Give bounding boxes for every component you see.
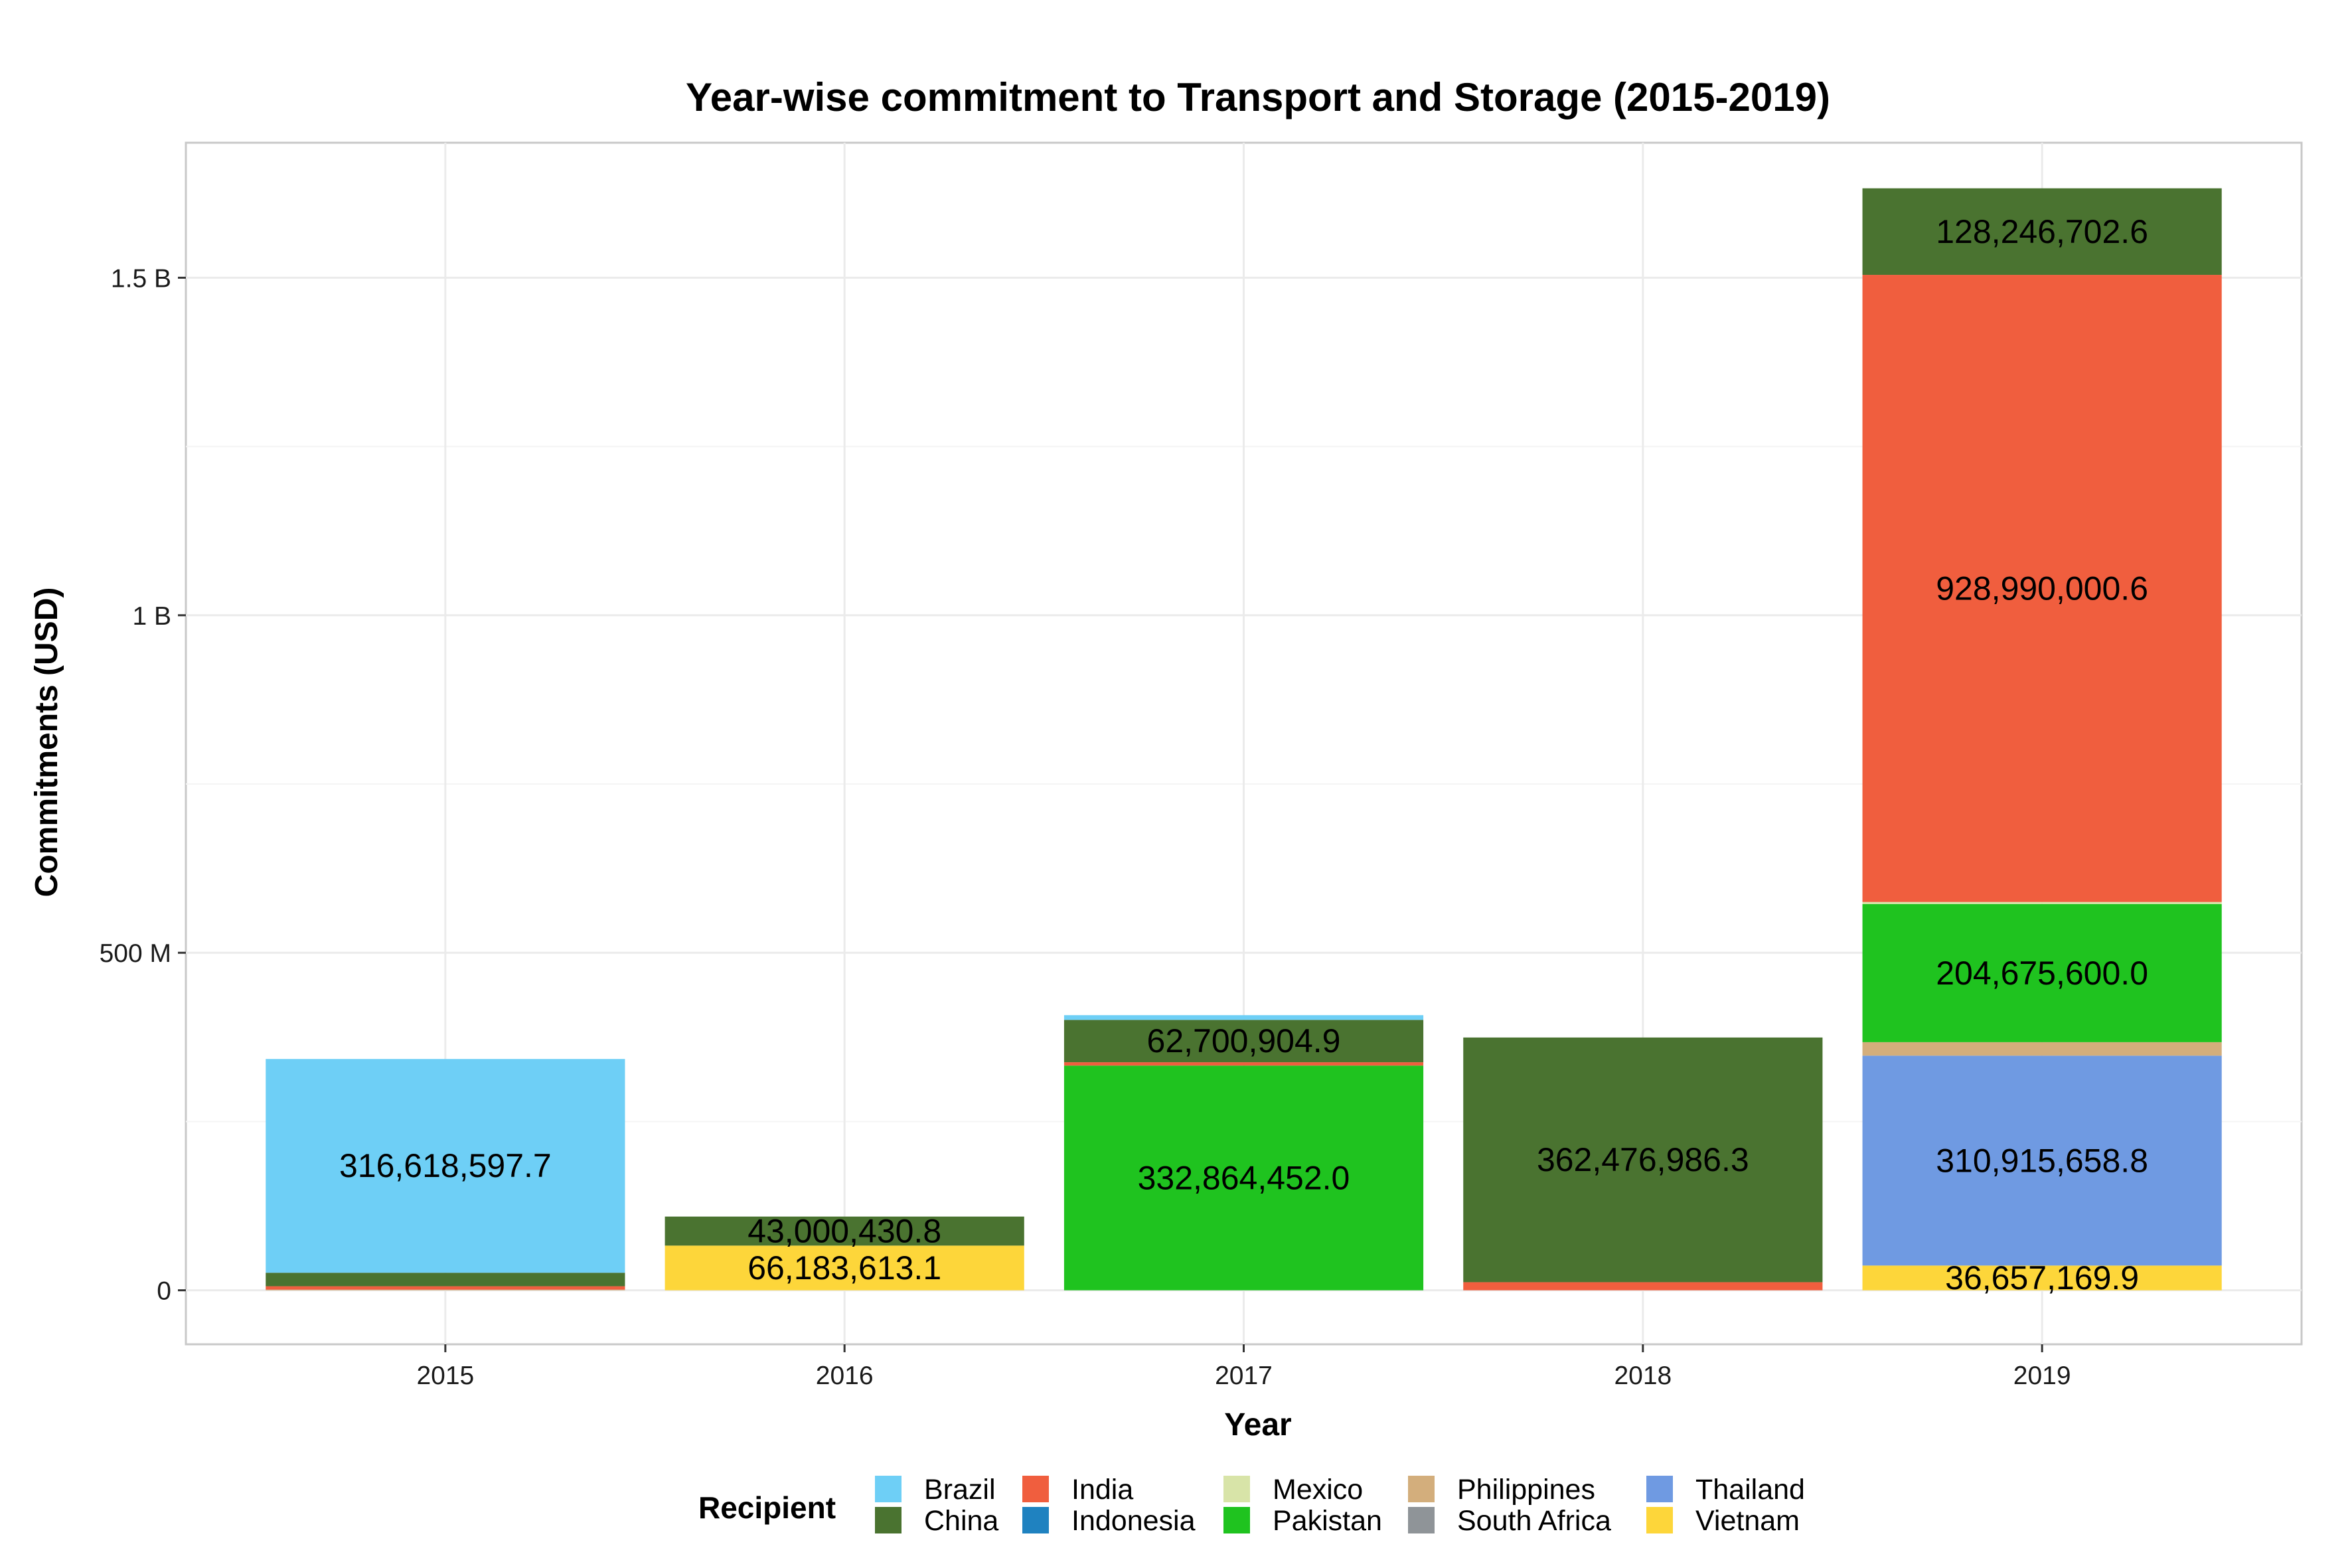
bar-2017-pakistan	[1063, 1065, 1424, 1291]
bar-2018-india	[1463, 1282, 1823, 1291]
bar-2016-china	[665, 1216, 1024, 1246]
legend-key-philippines	[1408, 1476, 1435, 1502]
legend-label: Philippines	[1457, 1474, 1595, 1506]
bar-2017-india	[1063, 1062, 1424, 1066]
legend-key-thailand	[1646, 1476, 1673, 1502]
legend-title: Recipient	[698, 1490, 836, 1525]
y-tick-label: 1.5 B	[111, 264, 171, 293]
bar-2017-brazil	[1063, 1015, 1424, 1020]
x-axis: 2015 2016 2017 2018 2019	[416, 1344, 2071, 1390]
bar-2019-china	[1862, 188, 2222, 275]
legend-key-mexico	[1223, 1476, 1250, 1502]
x-axis-title: Year	[1224, 1407, 1291, 1443]
bar-2019-thailand	[1862, 1056, 2222, 1266]
y-axis: 0 500 M 1 B 1.5 B	[100, 264, 186, 1306]
legend-label: China	[924, 1505, 998, 1537]
data-labels: 316,618,597.7 43,000,430.866,183,613.1 62,…	[339, 213, 2148, 1296]
data-label: 43,000,430.8	[747, 1212, 941, 1249]
legend-key-vietnam	[1646, 1507, 1673, 1533]
y-tick-label: 0	[157, 1277, 171, 1306]
bar-2019-vietnam	[1862, 1265, 2222, 1291]
x-tick-label: 2015	[416, 1362, 474, 1390]
data-label: 66,183,613.1	[747, 1249, 941, 1287]
legend-key-south-africa	[1408, 1507, 1435, 1533]
data-label: 62,700,904.9	[1147, 1022, 1341, 1059]
legend-label: Indonesia	[1071, 1505, 1196, 1537]
y-tick-label: 1 B	[132, 602, 171, 631]
bar-2017-china	[1063, 1020, 1424, 1063]
x-tick-label: 2018	[1614, 1362, 1672, 1390]
legend-label: Mexico	[1273, 1474, 1363, 1506]
data-label: 362,476,986.3	[1537, 1141, 1749, 1178]
bar-2015-philippines	[266, 1289, 625, 1291]
bar-2018-china	[1463, 1037, 1823, 1283]
data-label: 316,618,597.7	[339, 1147, 552, 1184]
legend-label: Brazil	[924, 1474, 996, 1506]
legend-key-china	[875, 1507, 902, 1533]
legend-label: Thailand	[1695, 1474, 1805, 1506]
bars	[266, 188, 2222, 1291]
data-label: 310,915,658.8	[1936, 1142, 2148, 1179]
bar-2019-philippines	[1862, 1042, 2222, 1056]
y-axis-title: Commitments (USD)	[29, 588, 64, 898]
bar-2019-mexico	[1862, 902, 2222, 904]
bar-2019-pakistan	[1862, 903, 2222, 1042]
data-label: 128,246,702.6	[1936, 213, 2148, 250]
legend-key-india	[1022, 1476, 1049, 1502]
x-tick-label: 2019	[2013, 1362, 2071, 1390]
data-label: 204,675,600.0	[1936, 955, 2148, 992]
legend-label: India	[1071, 1474, 1133, 1506]
bar-2015-china	[266, 1273, 625, 1287]
bar-2019-india	[1862, 275, 2222, 902]
legend-label: Vietnam	[1695, 1505, 1800, 1537]
legend-key-indonesia	[1022, 1507, 1049, 1533]
legend-label: South Africa	[1457, 1505, 1611, 1537]
x-tick-label: 2016	[816, 1362, 874, 1390]
bar-2015-brazil	[266, 1059, 625, 1273]
legend-key-pakistan	[1223, 1507, 1250, 1533]
x-tick-label: 2017	[1215, 1362, 1273, 1390]
data-label: 332,864,452.0	[1138, 1159, 1350, 1196]
chart-title: Year-wise commitment to Transport and St…	[686, 75, 1830, 119]
legend-key-brazil	[875, 1476, 902, 1502]
y-tick-label: 500 M	[100, 939, 171, 968]
data-label: 36,657,169.9	[1945, 1259, 2139, 1296]
bar-2015-india	[266, 1286, 625, 1290]
bar-2016-vietnam	[665, 1245, 1024, 1291]
data-label: 928,990,000.6	[1936, 570, 2148, 607]
legend-label: Pakistan	[1273, 1505, 1382, 1537]
